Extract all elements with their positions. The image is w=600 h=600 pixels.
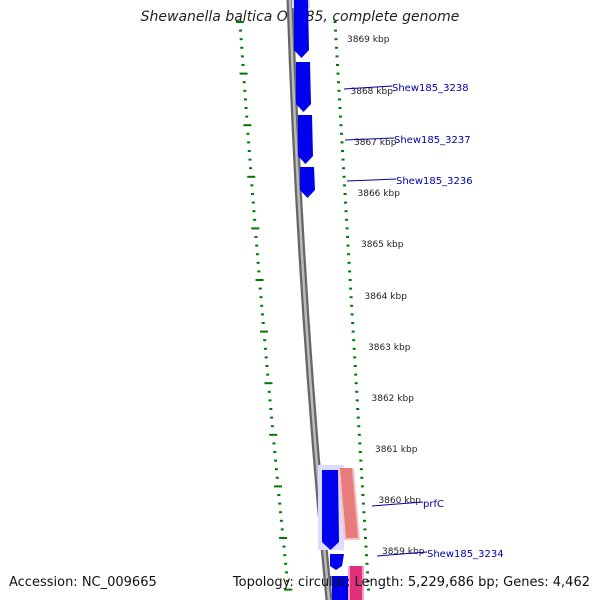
- ruler-label: 3863 kbp: [368, 343, 411, 353]
- gene-label: Shew185_3237: [394, 135, 471, 146]
- ruler-label: 3859 kbp: [382, 547, 425, 557]
- gene-arrow: [298, 115, 313, 164]
- summary-text: Topology: circular; Length: 5,229,686 bp…: [232, 575, 590, 590]
- gene-label: Shew185_3238: [392, 83, 469, 94]
- gene-prfC-arrow: [322, 470, 339, 550]
- ruler-label: 3867 kbp: [354, 138, 397, 148]
- gc-plot-track: [236, 21, 293, 591]
- accession-text: Accession: NC_009665: [9, 575, 157, 590]
- gene-reverse-arrow: [340, 468, 358, 538]
- ruler-label: 3864 kbp: [365, 292, 408, 302]
- gene-label-layer: Shew185_3238 Shew185_3237 Shew185_3236 prfC…: [343, 83, 504, 560]
- gene-arrow: [300, 167, 315, 198]
- ruler-label: 3868 kbp: [351, 87, 394, 97]
- gene-arrow: [330, 554, 344, 570]
- gene-label-leader: [343, 85, 393, 90]
- gene-reverse-arrow: [350, 566, 362, 600]
- gene-track: [292, 0, 364, 600]
- gene-label: Shew185_3236: [396, 176, 473, 187]
- gene-label: Shew185_3234: [427, 549, 504, 560]
- gene-label: prfC: [423, 499, 444, 510]
- ruler-label: 3860 kbp: [379, 496, 422, 506]
- gene-label-leader: [346, 178, 397, 182]
- gene-label-leader: [376, 551, 428, 557]
- ruler-track: 3869 kbp 3868 kbp 3867 kbp 3866 kbp 3865 kbp…: [333, 21, 425, 591]
- ruler-label: 3861 kbp: [375, 445, 418, 455]
- ruler-label: 3869 kbp: [347, 35, 390, 45]
- gene-label-leader: [344, 137, 395, 141]
- gene-label-leader: [371, 501, 424, 507]
- ruler-label: 3865 kbp: [361, 240, 404, 250]
- ruler-label: 3866 kbp: [358, 189, 401, 199]
- gene-arrow: [294, 0, 309, 58]
- ruler-label: 3862 kbp: [372, 394, 415, 404]
- gene-arrow: [332, 576, 348, 600]
- gene-arrow: [296, 62, 311, 112]
